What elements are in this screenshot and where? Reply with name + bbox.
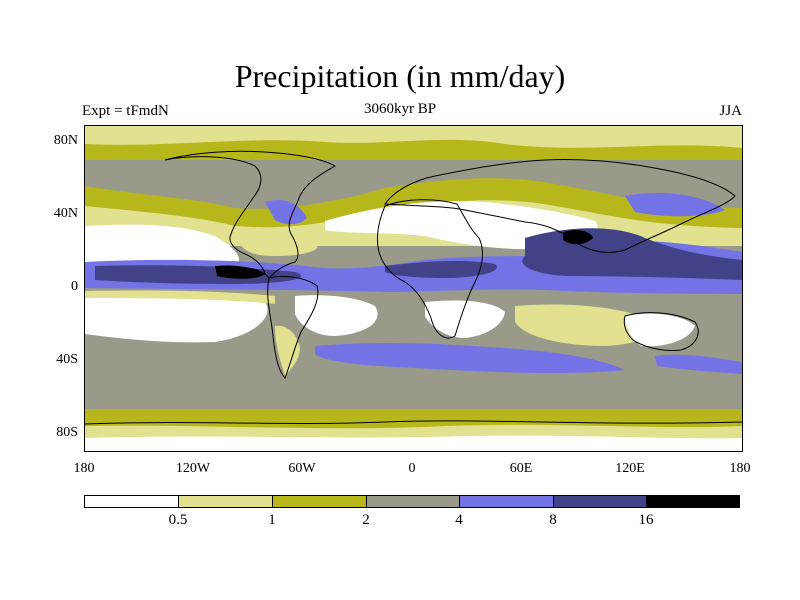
indian-ocean-light [515, 304, 653, 346]
australia-dry [625, 313, 695, 347]
experiment-label: Expt = tFmdN [82, 103, 169, 119]
south-storm-track-pacific [655, 354, 742, 374]
patagonia-light [275, 325, 300, 376]
colorbar-box-2 [272, 495, 366, 508]
south-pacific-dry [85, 294, 268, 343]
itcz-africa-core [385, 260, 497, 278]
colorbar-box-6 [646, 495, 740, 508]
lat-label-40n: 40N [53, 206, 78, 221]
lon-label-120w: 120W [175, 461, 211, 476]
colorbar-box-5 [553, 495, 646, 508]
lon-label-120e: 120E [615, 461, 645, 476]
period-label: 3060kyr BP [363, 101, 437, 117]
lon-label-180w: 180 [73, 461, 95, 476]
colorbar-box-1 [178, 495, 272, 508]
colorbar-box-3 [366, 495, 459, 508]
colorbar-label-8: 8 [549, 512, 557, 528]
south-storm-track-atlantic [315, 342, 625, 374]
lat-label-40s: 40S [56, 352, 78, 367]
lat-label-80n: 80N [53, 133, 78, 148]
antarctic-dry [85, 435, 742, 451]
itcz-max-pacific [215, 265, 265, 279]
colorbar-box-0 [84, 495, 178, 508]
colorbar-label-2: 2 [362, 512, 370, 528]
lon-label-60w: 60W [288, 461, 316, 476]
monsoon-max-india [563, 230, 593, 245]
lon-label-180e: 180 [729, 461, 751, 476]
lon-label-0: 0 [408, 461, 416, 476]
colorbar-label-0-5: 0.5 [168, 512, 188, 528]
precipitation-map [84, 125, 743, 452]
colorbar-label-16: 16 [638, 512, 654, 528]
south-pacific-light [85, 290, 275, 304]
southern-africa-dry [425, 300, 505, 338]
colorbar-label-4: 4 [455, 512, 463, 528]
north-pacific-storm [625, 192, 725, 217]
colorbar-box-4 [459, 495, 553, 508]
map-title: Precipitation (in mm/day) [234, 58, 566, 94]
colorbar-label-1: 1 [268, 512, 276, 528]
lat-label-80s: 80S [56, 425, 78, 440]
arctic-light-band [85, 126, 742, 148]
season-label: JJA [719, 103, 742, 119]
lon-label-60e: 60E [509, 461, 533, 476]
lat-label-0: 0 [71, 279, 78, 294]
north-pacific-dry [85, 224, 239, 266]
coastlines [85, 150, 742, 425]
north-atlantic-storm [265, 199, 307, 225]
